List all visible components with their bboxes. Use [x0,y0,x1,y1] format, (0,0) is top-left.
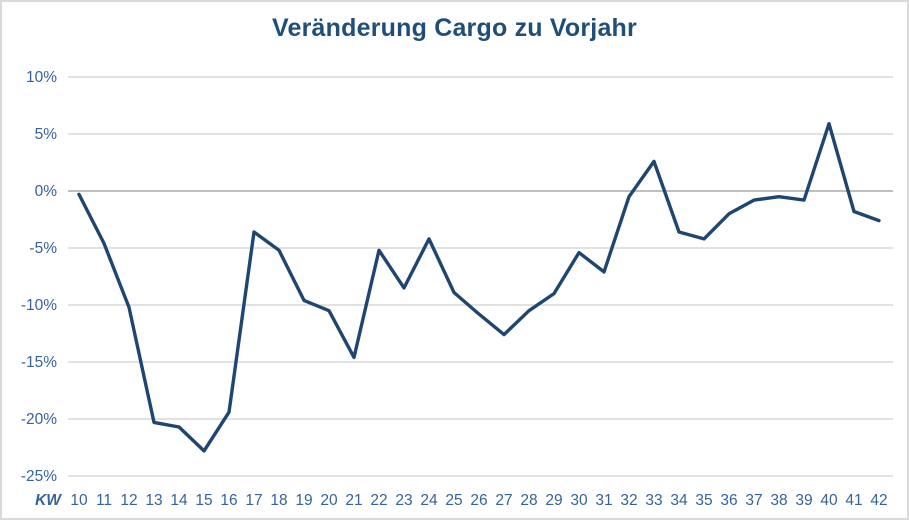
x-tick-label: 40 [820,492,838,509]
x-tick-label: 28 [520,492,537,509]
x-tick-label: 39 [795,492,812,509]
x-tick-label: 32 [620,492,637,509]
y-tick-label: 10% [26,69,57,86]
x-tick-label: 38 [770,492,787,509]
x-tick-label: 21 [345,492,362,509]
x-tick-label: 14 [170,492,188,509]
x-tick-label: 25 [445,492,462,509]
x-tick-label: 15 [195,492,212,509]
x-tick-label: 13 [145,492,162,509]
y-tick-label: -15% [21,354,57,371]
x-axis-unit-label: KW [35,492,62,509]
x-tick-label: 27 [495,492,512,509]
x-tick-label: 35 [695,492,712,509]
x-tick-label: 18 [270,492,287,509]
x-tick-label: 19 [295,492,312,509]
x-tick-label: 16 [220,492,237,509]
x-tick-label: 17 [245,492,262,509]
x-tick-label: 11 [96,492,112,509]
x-tick-label: 20 [320,492,338,509]
x-tick-label: 12 [120,492,137,509]
chart-title: Veränderung Cargo zu Vorjahr [272,14,637,42]
x-tick-label: 42 [870,492,887,509]
x-tick-label: 33 [645,492,662,509]
x-tick-label: 22 [370,492,387,509]
y-tick-label: 5% [35,126,58,143]
y-tick-label: -20% [21,411,57,428]
x-tick-label: 37 [745,492,762,509]
x-tick-label: 26 [470,492,487,509]
y-tick-label: -10% [21,297,57,314]
x-tick-label: 29 [545,492,562,509]
y-tick-label: -25% [21,468,57,485]
cargo-change-line [77,121,881,453]
x-tick-label: 30 [570,492,588,509]
x-tick-label: 41 [845,492,862,509]
x-tick-label: 31 [595,492,612,509]
y-tick-label: -5% [29,240,57,257]
x-tick-label: 24 [420,492,438,509]
x-tick-label: 34 [670,492,688,509]
x-tick-label: 10 [70,492,88,509]
x-tick-label: 36 [720,492,737,509]
y-tick-label: 0% [35,183,58,200]
x-tick-label: 23 [395,492,412,509]
